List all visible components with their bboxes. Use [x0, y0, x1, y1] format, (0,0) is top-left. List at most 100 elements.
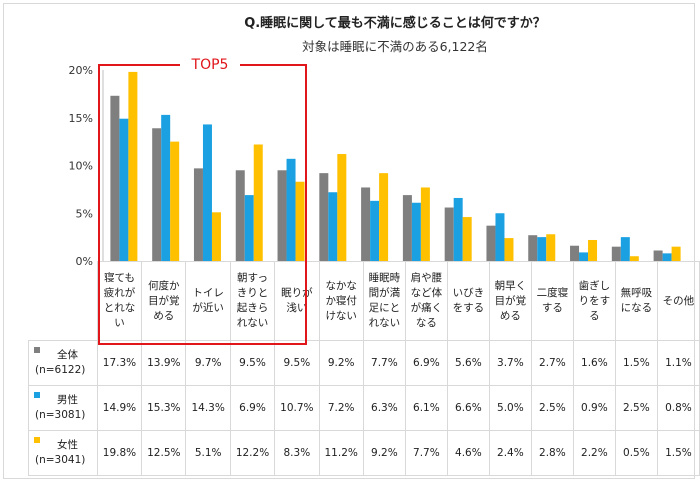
- table-row-全体: 全体 (n=6122) 17.3% 13.9% 9.7% 9.5% 9.5% 9.2% 7.7%…: [28, 340, 700, 386]
- data-label: 6.9%: [404, 340, 448, 386]
- bar-男性-13: [662, 253, 672, 261]
- category-label: なかなか寝付けない: [318, 261, 364, 341]
- bar-男性-9: [495, 213, 505, 261]
- bar-全体-1: [152, 128, 162, 261]
- bar-女性-2: [211, 212, 221, 261]
- series-label: 女性 (n=3041): [28, 430, 98, 476]
- series-n: (n=3041): [35, 454, 86, 466]
- bar-全体-10: [528, 235, 538, 261]
- bar-男性-11: [579, 252, 589, 261]
- bar-男性-6: [370, 200, 380, 261]
- bar-全体-13: [653, 250, 663, 261]
- data-label: 10.7%: [274, 385, 320, 431]
- bar-女性-11: [588, 239, 598, 261]
- chart-border: [3, 3, 695, 479]
- data-label: 1.5%: [656, 430, 700, 476]
- bar-男性-8: [453, 197, 463, 261]
- data-label: 14.3%: [185, 385, 231, 431]
- chart-title: Q.睡眠に関して最も不満に感じることは何ですか？: [244, 16, 546, 31]
- category-label: 朝すっきりと起きられない: [229, 261, 276, 341]
- data-label: 9.5%: [274, 340, 320, 386]
- bar-男性-5: [328, 192, 338, 261]
- y-tick-label: 5%: [76, 207, 93, 220]
- bar-男性-2: [202, 124, 212, 261]
- bar-全体-11: [570, 245, 580, 261]
- data-label: 6.6%: [446, 385, 490, 431]
- series-name: 全体: [57, 349, 78, 361]
- category-label: 二度寝する: [530, 261, 574, 341]
- bar-男性-10: [537, 237, 547, 261]
- bar-女性-12: [629, 256, 639, 261]
- y-tick-label: 20%: [69, 64, 93, 77]
- data-label: 9.2%: [318, 340, 364, 386]
- data-label: 19.8%: [96, 430, 143, 476]
- data-label: 5.1%: [185, 430, 231, 476]
- bar-全体-8: [444, 207, 454, 261]
- bar-全体-6: [361, 187, 371, 261]
- data-label: 7.2%: [318, 385, 364, 431]
- data-label: 7.7%: [404, 430, 448, 476]
- bar-女性-6: [379, 173, 389, 261]
- data-label: 2.2%: [572, 430, 616, 476]
- legend-swatch: [34, 347, 40, 353]
- category-label: 眠りが浅い: [274, 261, 320, 341]
- table-row-男性: 男性 (n=3081) 14.9% 15.3% 14.3% 6.9% 10.7% 7.2% 6.…: [28, 385, 700, 431]
- table-row-女性: 女性 (n=3041) 19.8% 12.5% 5.1% 12.2% 8.3% 11.2% 9.…: [28, 430, 700, 476]
- data-label: 12.2%: [229, 430, 276, 476]
- bar-女性-13: [671, 246, 681, 261]
- category-label: 睡眠時間が満足にとれない: [362, 261, 406, 341]
- bar-男性-4: [286, 158, 296, 261]
- chart-subtitle: 対象は睡眠に不満のある6,122名: [302, 39, 488, 54]
- bar-男性-7: [411, 202, 421, 261]
- y-tick-label: 10%: [69, 160, 93, 173]
- data-label: 5.6%: [446, 340, 490, 386]
- bar-男性-12: [620, 237, 630, 261]
- category-label: 肩や腰など体が痛くなる: [404, 261, 448, 341]
- data-label: 12.5%: [141, 430, 187, 476]
- category-label: 朝早く目が覚める: [488, 261, 532, 341]
- bar-女性-8: [462, 217, 472, 261]
- category-label: その他: [656, 261, 700, 341]
- y-tick-label: 15%: [69, 112, 93, 125]
- top5-label: TOP5: [180, 57, 240, 73]
- category-row: 寝ても疲れがとれない 何度か目が覚める トイレが近い 朝すっきりと起きられない 眠りが浅…: [29, 261, 700, 341]
- y-tick-label: 0%: [76, 255, 93, 268]
- data-label: 7.7%: [362, 340, 406, 386]
- data-label: 5.0%: [488, 385, 532, 431]
- data-label: 1.5%: [614, 340, 658, 386]
- series-label: 全体 (n=6122): [28, 340, 98, 386]
- data-label: 9.2%: [362, 430, 406, 476]
- bar-全体-3: [235, 170, 245, 261]
- data-label: 3.7%: [488, 340, 532, 386]
- legend-swatch: [34, 437, 40, 443]
- bar-男性-0: [119, 118, 129, 261]
- data-label: 14.9%: [96, 385, 143, 431]
- data-label: 6.1%: [404, 385, 448, 431]
- category-label: 無呼吸になる: [614, 261, 658, 341]
- series-label: 男性 (n=3081): [28, 385, 98, 431]
- bar-男性-1: [161, 114, 171, 261]
- bar-全体-7: [402, 195, 412, 261]
- data-label: 2.5%: [614, 385, 658, 431]
- bar-女性-4: [295, 181, 305, 261]
- bar-男性-3: [244, 195, 254, 261]
- category-label: 歯ぎしりをする: [572, 261, 616, 341]
- top5-highlight-box: [98, 64, 307, 345]
- data-label: 6.3%: [362, 385, 406, 431]
- table-corner: [29, 262, 98, 341]
- series-name: 女性: [57, 439, 78, 451]
- bar-女性-1: [170, 141, 180, 261]
- data-label: 0.8%: [656, 385, 700, 431]
- data-label: 8.3%: [274, 430, 320, 476]
- data-label: 2.7%: [530, 340, 574, 386]
- data-label: 0.5%: [614, 430, 658, 476]
- bar-全体-0: [110, 95, 120, 261]
- data-label: 2.4%: [488, 430, 532, 476]
- bar-全体-9: [486, 225, 496, 261]
- data-table: 寝ても疲れがとれない 何度か目が覚める トイレが近い 朝すっきりと起きられない 眠りが浅…: [28, 261, 700, 476]
- data-label: 1.1%: [656, 340, 700, 386]
- bar-女性-9: [504, 238, 514, 261]
- data-label: 2.5%: [530, 385, 574, 431]
